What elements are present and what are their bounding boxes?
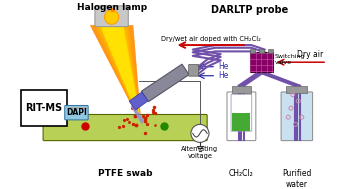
Bar xyxy=(249,49,255,53)
FancyBboxPatch shape xyxy=(65,105,88,120)
Bar xyxy=(287,86,307,93)
Circle shape xyxy=(191,124,209,143)
Text: DARLTP probe: DARLTP probe xyxy=(211,5,288,15)
Bar xyxy=(268,49,273,53)
FancyBboxPatch shape xyxy=(43,115,207,141)
Text: He: He xyxy=(218,62,228,71)
Polygon shape xyxy=(97,25,141,124)
Polygon shape xyxy=(92,25,141,124)
Polygon shape xyxy=(99,25,141,124)
Circle shape xyxy=(104,10,119,24)
Bar xyxy=(232,86,251,93)
Text: DAPI: DAPI xyxy=(66,108,87,117)
Bar xyxy=(233,113,250,131)
FancyBboxPatch shape xyxy=(189,64,198,76)
Text: Dry air: Dry air xyxy=(297,50,323,59)
Text: He: He xyxy=(218,71,228,80)
Polygon shape xyxy=(100,25,141,124)
Text: Alternating
voltage: Alternating voltage xyxy=(181,146,218,159)
FancyBboxPatch shape xyxy=(227,92,256,141)
FancyBboxPatch shape xyxy=(231,94,252,131)
Polygon shape xyxy=(141,64,189,102)
Text: Dry/wet air doped with CH₂Cl₂: Dry/wet air doped with CH₂Cl₂ xyxy=(161,36,261,42)
FancyBboxPatch shape xyxy=(95,6,128,27)
Text: Switching
valve: Switching valve xyxy=(275,54,305,65)
Polygon shape xyxy=(90,25,141,124)
Polygon shape xyxy=(90,25,141,124)
FancyBboxPatch shape xyxy=(281,92,313,141)
Text: PTFE swab: PTFE swab xyxy=(98,170,152,178)
Bar xyxy=(21,90,66,126)
Text: CH₂Cl₂: CH₂Cl₂ xyxy=(229,170,254,178)
Text: Purified
water: Purified water xyxy=(282,170,312,189)
Polygon shape xyxy=(94,25,141,124)
FancyBboxPatch shape xyxy=(249,52,273,72)
Polygon shape xyxy=(130,99,144,128)
Polygon shape xyxy=(95,25,141,124)
Polygon shape xyxy=(102,25,141,124)
Bar xyxy=(259,49,264,53)
Text: Halogen lamp: Halogen lamp xyxy=(77,3,147,12)
Polygon shape xyxy=(100,25,141,124)
Text: RIT-MS: RIT-MS xyxy=(25,103,63,113)
Polygon shape xyxy=(129,92,148,110)
